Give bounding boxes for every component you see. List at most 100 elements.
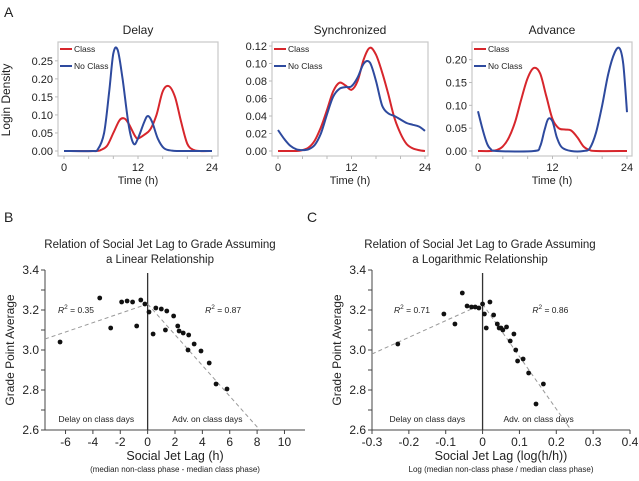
x-axis-sublabel: Log (median non-class phase / median cla… [409, 465, 594, 474]
subplot-title: Advance [529, 23, 576, 37]
data-point [395, 341, 401, 347]
y-tick-label: 0.10 [32, 110, 53, 122]
data-point [150, 331, 156, 337]
panel-label-a: A [4, 4, 14, 20]
legend-label: Class [288, 44, 309, 54]
data-point [507, 338, 513, 344]
data-point [119, 299, 125, 305]
y-tick-label: 0.05 [32, 128, 53, 140]
data-point [164, 308, 170, 314]
data-point [213, 381, 219, 387]
x-tick-label: 8 [254, 435, 261, 449]
y-tick-label: 0.10 [246, 59, 267, 71]
y-tick-label: 0.25 [32, 56, 53, 68]
data-point [494, 321, 500, 327]
x-tick-label: 0.4 [622, 435, 639, 449]
left-region-label: Delay on class days [389, 414, 465, 424]
data-point [138, 297, 144, 303]
series-line-no-class [277, 59, 426, 152]
scatter-title: Relation of Social Jet Lag to Grade Assu… [364, 239, 595, 251]
series-line-class [63, 84, 213, 153]
data-point [180, 330, 186, 336]
y-tick-label: 0.05 [446, 123, 467, 135]
data-point [171, 313, 177, 319]
y-tick-label: 2.8 [22, 383, 39, 397]
x-tick-label: -0.3 [362, 435, 383, 449]
advance-subplot: Advance 0.00 0.05 0.10 0.15 0.20 0 12 24 Time (h)… [446, 23, 634, 187]
panel-label-b: B [4, 209, 13, 225]
plot-frame [271, 41, 429, 157]
x-tick-label: -6 [60, 435, 71, 449]
fit-line-right [482, 303, 572, 431]
panel-label-c: C [307, 209, 317, 225]
x-tick-label: 0 [479, 435, 486, 449]
x-tick-label: 0 [61, 162, 67, 174]
legend-label: Class [74, 44, 95, 54]
data-point [108, 325, 114, 331]
y-tick-label: 0.10 [446, 100, 467, 112]
scatter-title-line2: a Linear Relationship [106, 254, 214, 266]
y-tick-label: 0.12 [246, 41, 267, 53]
right-region-label: Adv. on class days [172, 414, 242, 424]
r2-left-annotation: R2 = 0.71 [394, 304, 430, 315]
y-tick-label: 0.20 [32, 74, 53, 86]
y-tick-label: 0.02 [246, 129, 267, 141]
data-point [175, 323, 181, 329]
x-tick-label: -4 [88, 435, 99, 449]
x-tick-label: -0.1 [435, 435, 456, 449]
x-tick-label: 10 [278, 435, 292, 449]
data-point [500, 327, 506, 333]
x-tick-label: 0 [275, 162, 281, 174]
x-tick-label: 0.1 [511, 435, 528, 449]
data-point [526, 370, 532, 376]
scatter-title-line2: a Logarithmic Relationship [412, 254, 548, 266]
r2-left-annotation: R2 = 0.35 [58, 304, 94, 315]
subplot-title: Synchronized [314, 23, 387, 37]
data-point [520, 356, 526, 362]
x-tick-label: 2 [172, 435, 179, 449]
data-point [176, 328, 182, 334]
y-tick-label: 3.0 [22, 343, 39, 357]
data-point [504, 324, 509, 330]
data-point [511, 331, 517, 337]
data-point [480, 301, 485, 307]
x-tick-label: 4 [199, 435, 206, 449]
series-line-no-class [63, 46, 213, 153]
x-axis-label: Time (h) [118, 175, 159, 187]
plot-frame [471, 41, 633, 157]
logarithmic-scatter-subplot: Relation of Social Jet Lag to Grade Assu… [330, 239, 639, 474]
data-point [57, 339, 63, 345]
y-tick-label: 0.20 [446, 55, 467, 67]
x-axis-label: Social Jet Lag (log(h/h)) [435, 449, 568, 463]
x-tick-label: 0 [144, 435, 151, 449]
y-tick-label: 3.0 [349, 343, 366, 357]
x-tick-label: 12 [546, 162, 558, 174]
synchronized-subplot: Synchronized 0.00 0.02 0.04 0.06 0.08 0.10 0.12… [246, 23, 432, 187]
series-line-class [277, 46, 426, 153]
series-line-class [477, 66, 628, 153]
left-region-label: Delay on class days [59, 414, 135, 424]
y-tick-label: 3.4 [349, 263, 366, 277]
y-tick-label: 2.6 [349, 423, 366, 437]
data-point [496, 325, 502, 331]
data-point [185, 347, 191, 353]
y-tick-label: 3.4 [22, 263, 39, 277]
y-tick-label: 0.00 [246, 146, 267, 158]
x-tick-label: 12 [345, 162, 357, 174]
x-axis-sublabel: (median non-class phase - median class p… [90, 465, 260, 474]
y-tick-label: 2.6 [22, 423, 39, 437]
legend-label: No Class [488, 61, 522, 71]
fit-line-left [371, 303, 483, 355]
data-point [153, 305, 159, 311]
data-point [186, 332, 192, 338]
data-point [459, 290, 465, 296]
y-tick-label: 0.15 [32, 92, 53, 104]
data-point [191, 341, 197, 347]
data-point [513, 347, 519, 353]
data-point [487, 299, 493, 305]
data-point [134, 323, 140, 329]
data-point [476, 305, 482, 311]
series-line-no-class [477, 46, 628, 153]
x-tick-label: 24 [419, 162, 431, 174]
